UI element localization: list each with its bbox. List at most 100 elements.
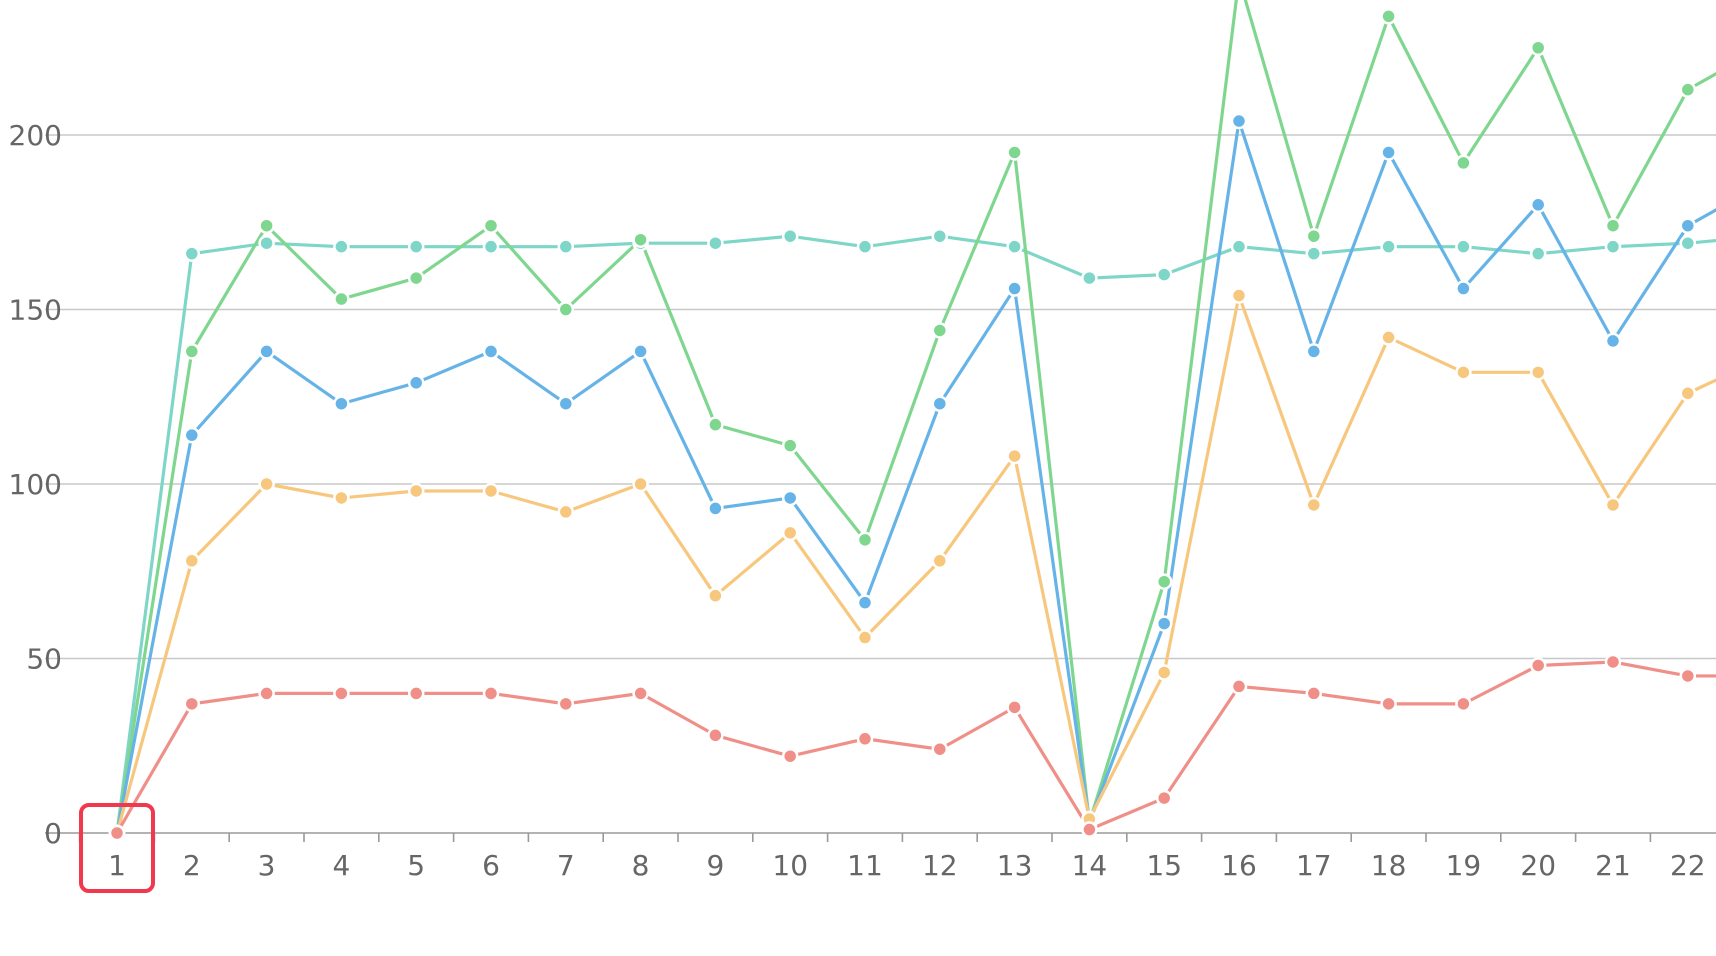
data-point[interactable] (931, 552, 949, 570)
data-point[interactable] (183, 695, 201, 713)
data-point[interactable] (1679, 217, 1697, 234)
data-point[interactable] (707, 234, 724, 252)
data-point[interactable] (183, 343, 201, 360)
data-point[interactable] (856, 531, 874, 549)
data-point[interactable] (1006, 144, 1023, 161)
data-point[interactable] (1230, 112, 1248, 130)
data-point[interactable] (1006, 238, 1023, 255)
data-point[interactable] (482, 482, 500, 500)
data-point[interactable] (183, 245, 201, 262)
data-point[interactable] (1455, 695, 1472, 713)
data-point[interactable] (1604, 332, 1622, 350)
data-point[interactable] (781, 524, 799, 542)
data-point[interactable] (856, 238, 874, 255)
data-point[interactable] (407, 482, 425, 500)
data-point[interactable] (333, 395, 350, 412)
data-point[interactable] (1155, 789, 1173, 807)
data-point[interactable] (1305, 496, 1323, 514)
data-point[interactable] (557, 301, 575, 318)
data-point[interactable] (258, 217, 275, 234)
data-point[interactable] (482, 343, 500, 360)
data-point[interactable] (333, 685, 350, 702)
data-point[interactable] (1455, 280, 1472, 297)
data-point[interactable] (407, 374, 425, 392)
data-point[interactable] (258, 685, 275, 702)
data-point[interactable] (1380, 329, 1397, 346)
data-point[interactable] (1529, 657, 1547, 674)
data-point[interactable] (1155, 573, 1173, 590)
data-point[interactable] (183, 552, 201, 570)
data-point[interactable] (856, 594, 874, 611)
data-point[interactable] (707, 416, 724, 433)
data-point[interactable] (1230, 287, 1248, 304)
data-point[interactable] (1155, 266, 1173, 283)
data-point[interactable] (1455, 364, 1472, 381)
data-point[interactable] (707, 587, 724, 604)
data-point[interactable] (632, 475, 649, 493)
data-point[interactable] (557, 503, 575, 521)
data-point[interactable] (1604, 653, 1622, 671)
data-point[interactable] (1380, 8, 1397, 25)
data-point[interactable] (1604, 217, 1622, 234)
data-point[interactable] (258, 343, 275, 360)
data-point[interactable] (1305, 343, 1323, 360)
data-point[interactable] (781, 437, 799, 454)
data-point[interactable] (1230, 678, 1248, 695)
data-point[interactable] (1006, 699, 1023, 716)
data-point[interactable] (632, 685, 649, 702)
data-point[interactable] (707, 500, 724, 517)
data-point[interactable] (557, 238, 575, 255)
data-point[interactable] (1081, 821, 1098, 838)
data-point[interactable] (1455, 154, 1472, 172)
data-point[interactable] (1529, 39, 1547, 56)
data-point[interactable] (407, 238, 425, 255)
data-point[interactable] (1081, 269, 1098, 287)
data-point[interactable] (557, 695, 575, 713)
data-point[interactable] (1305, 245, 1323, 262)
data-point[interactable] (1679, 385, 1697, 402)
data-point[interactable] (1679, 667, 1697, 685)
data-point[interactable] (1529, 245, 1547, 262)
data-point[interactable] (632, 231, 649, 248)
data-point[interactable] (407, 269, 425, 287)
data-point[interactable] (1529, 364, 1547, 381)
data-point[interactable] (781, 747, 799, 765)
data-point[interactable] (1604, 238, 1622, 255)
data-point[interactable] (1006, 447, 1023, 465)
data-point[interactable] (1155, 615, 1173, 632)
data-point[interactable] (482, 217, 500, 234)
data-point[interactable] (407, 685, 425, 702)
data-point[interactable] (1455, 238, 1472, 255)
data-point[interactable] (1305, 685, 1323, 702)
data-point[interactable] (333, 238, 350, 255)
data-point[interactable] (108, 824, 126, 842)
data-point[interactable] (1380, 238, 1397, 255)
data-point[interactable] (931, 395, 949, 412)
data-point[interactable] (258, 234, 275, 252)
data-point[interactable] (557, 395, 575, 412)
data-point[interactable] (781, 489, 799, 507)
data-point[interactable] (781, 227, 799, 245)
data-point[interactable] (482, 685, 500, 702)
data-point[interactable] (632, 343, 649, 360)
data-point[interactable] (258, 475, 275, 493)
data-point[interactable] (482, 238, 500, 255)
data-point[interactable] (1230, 238, 1248, 255)
data-point[interactable] (1604, 496, 1622, 514)
data-point[interactable] (1006, 280, 1023, 297)
data-point[interactable] (1155, 664, 1173, 681)
data-point[interactable] (856, 629, 874, 646)
data-point[interactable] (1380, 144, 1397, 161)
data-point[interactable] (333, 290, 350, 308)
data-point[interactable] (1305, 227, 1323, 245)
data-point[interactable] (1380, 695, 1397, 713)
data-point[interactable] (1679, 81, 1697, 98)
data-point[interactable] (856, 730, 874, 748)
data-point[interactable] (931, 227, 949, 245)
data-point[interactable] (1679, 234, 1697, 252)
data-point[interactable] (931, 740, 949, 758)
data-point[interactable] (707, 727, 724, 744)
data-point[interactable] (931, 322, 949, 339)
data-point[interactable] (183, 426, 201, 444)
data-point[interactable] (333, 489, 350, 507)
